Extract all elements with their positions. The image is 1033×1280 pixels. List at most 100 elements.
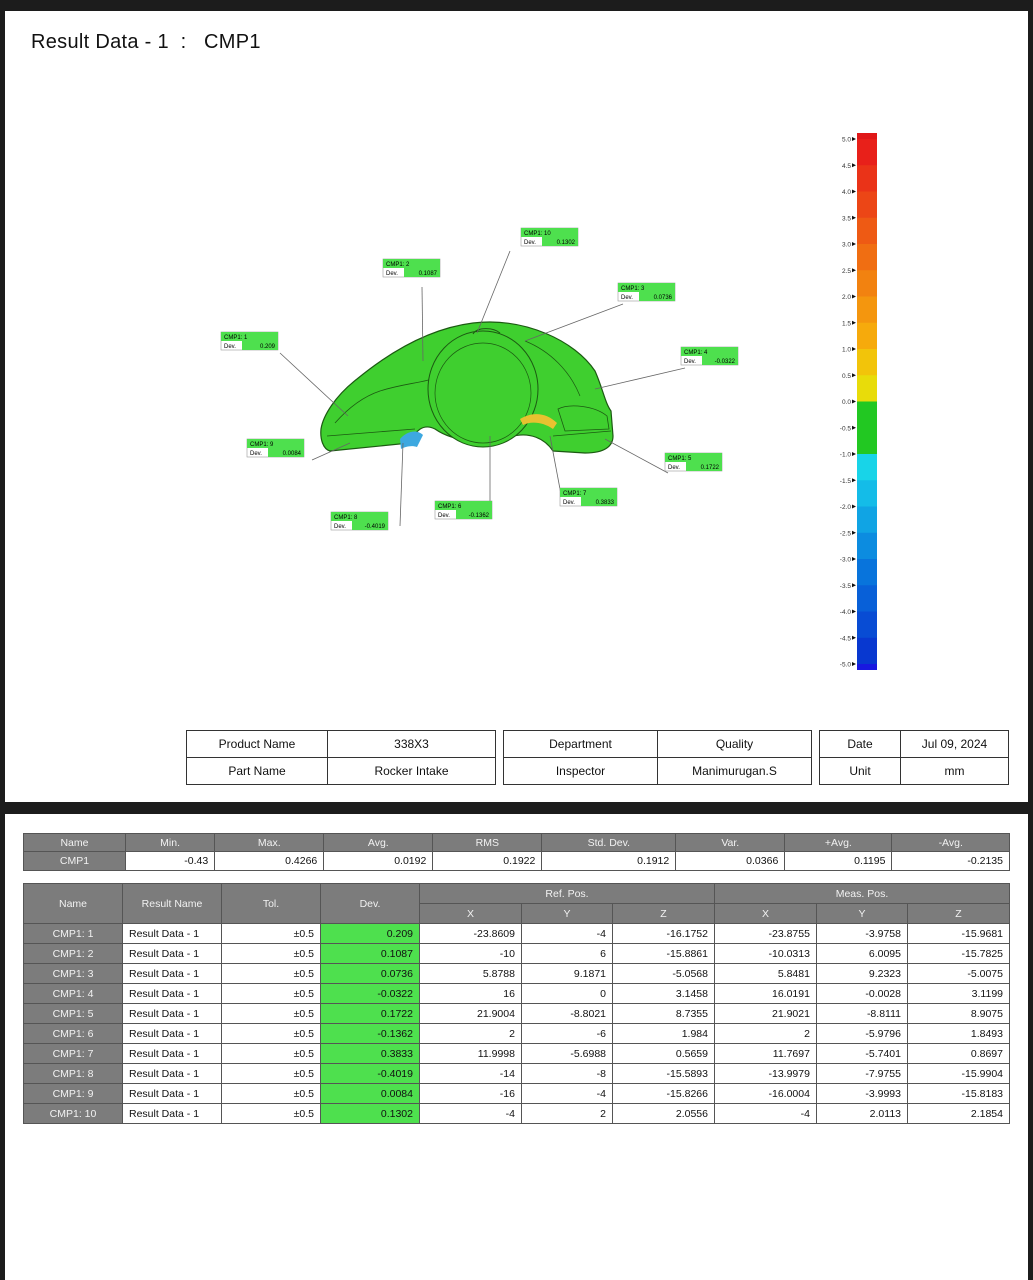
part-model[interactable] [320,321,614,454]
callout-9: CMP1: 6 Dev. -0.1362 [434,500,493,520]
scale-segment [857,244,877,271]
callout-label: CMP1: 4 [684,350,708,356]
callout-dev-value: -0.4019 [365,524,386,530]
table-row: CMP1: 8 Result Data - 1 ±0.5 -0.4019 -14 -8 -1… [23,1063,1010,1084]
callout-value-bg [686,462,722,471]
ref-x-cell: -23.8609 [419,923,522,944]
unit-row: Unit mm [819,757,1009,785]
scale-tick-arrow [852,373,856,378]
scale-segment [857,637,877,665]
date-value: Jul 09, 2024 [900,730,1009,758]
results-header-row-1: Name Result Name Tol. Dev. Ref. Pos. Mea… [23,883,1011,924]
scale-tick-arrow [852,268,856,273]
stats-value-cell: 0.1922 [432,851,543,871]
callout-value-bg [456,510,492,519]
callout-title-bg [618,283,675,292]
meas-y-cell: -7.9755 [815,1063,909,1084]
table-row: CMP1: 4 Result Data - 1 ±0.5 -0.0322 16 0 3.14… [23,983,1010,1004]
table-row: CMP1: 10 Result Data - 1 ±0.5 0.1302 -4 2 2.05… [23,1103,1010,1124]
page-title: Result Data - 1 : CMP1 [31,31,261,54]
meas-z-cell: 1.8493 [907,1023,1010,1044]
stats-header-cell: Std. Dev. [541,833,677,852]
col-name-header: Name [23,883,123,924]
meas-pos-header: Meas. Pos. [713,883,1011,904]
scale-segment [857,585,877,612]
ref-z-header: Z [612,903,715,924]
table-row: CMP1: 6 Result Data - 1 ±0.5 -0.1362 2 -6 1.98… [23,1023,1010,1044]
callout-5: CMP1: 4 Dev. -0.0322 [680,346,739,366]
name-cell: CMP1: 9 [23,1083,123,1104]
meas-z-cell: -15.9681 [907,923,1010,944]
callout-label: CMP1: 1 [224,335,248,341]
scale-segment [857,165,877,192]
dev-cell: 0.1722 [320,1003,420,1024]
table-row: CMP1: 7 Result Data - 1 ±0.5 0.3833 11.9998-… [23,1043,1010,1064]
stats-header-cell: Avg. [323,833,434,852]
scale-tick-label: -0.5 [840,425,852,432]
stats-header-cell: RMS [432,833,543,852]
dev-cell: 0.1087 [320,943,420,964]
ref-x-cell: 16 [419,983,522,1004]
result-name-cell: Result Data - 1 [122,983,222,1004]
stats-header-cell: Name [23,833,126,852]
part-name-label: Part Name [186,757,328,785]
meas-z-cell: -15.7825 [907,943,1010,964]
callout-label: CMP1: 10 [524,231,551,237]
tol-cell: ±0.5 [221,1063,321,1084]
callout-label: CMP1: 6 [438,504,462,510]
callout-dev-value: 0.209 [260,344,276,350]
stats-value-cell: -0.2135 [891,851,1010,871]
col-dev-header: Dev. [320,883,420,924]
meas-y-cell: -0.0028 [815,983,909,1004]
meas-x-header: X [713,903,817,924]
callout-value-bg [702,356,738,365]
callout-7: CMP1: 5 Dev. 0.1722 [664,452,723,472]
callout-dev-value: 0.0736 [654,295,673,301]
department-row: Department Quality [503,730,812,758]
ref-x-cell: 5.8788 [419,963,522,984]
callout-dev-label: Dev. [386,271,398,277]
statistics-value-row: CMP1 -0.43 0.4266 0.0192 0.1922 0.1912 0.0366 0… [23,851,1010,871]
scale-segment [857,480,877,507]
scale-tick-label: -4.5 [840,635,852,642]
meas-x-cell: -23.8755 [713,923,817,944]
scale-tick-label: -5.0 [840,662,852,669]
scale-under-cap [857,664,877,670]
ref-x-cell: -16 [419,1083,522,1104]
stats-name-cell: CMP1 [23,851,126,871]
callout-title-bg [665,453,722,462]
department-info-table: Department Quality Inspector Manimurugan… [503,730,812,785]
scale-tick-arrow [852,347,856,351]
scale-tick-label: 5.0 [842,137,851,144]
ref-y-cell: 2 [520,1103,614,1124]
result-name-cell: Result Data - 1 [122,1003,222,1024]
part-ridge [334,375,441,424]
scale-tick-arrow [852,189,856,194]
ref-z-cell: 8.7355 [612,1003,715,1024]
stats-header-cell: -Avg. [891,833,1010,852]
table-row: CMP1: 1 Result Data - 1 ±0.5 0.209 -23.8609-… [23,923,1010,944]
scale-tick-label: 1.5 [842,320,851,327]
3d-viewer[interactable]: 5.0 4.5 4.0 3.5 3.0 2.5 2.0 1.5 1.0 0.5 0.0 -0.5 -1.… [5,11,1028,731]
ref-x-cell: -4 [419,1103,522,1124]
callout-dev-label: Dev. [438,513,450,519]
dev-cell: 0.1302 [320,1103,420,1124]
unit-label: Unit [819,757,901,785]
callout-label: CMP1: 8 [334,515,358,521]
meas-y-cell: -5.7401 [815,1043,909,1064]
meas-z-cell: 8.9075 [907,1003,1010,1024]
callout-dev-label: Dev. [563,500,575,506]
scale-segment [857,139,877,166]
callout-10: CMP1: 8 Dev. -0.4019 [330,511,389,531]
scale-tick-label: 3.0 [842,242,851,249]
callout-dev-label: Dev. [250,451,262,457]
scale-tick-arrow [852,425,856,430]
result-name-cell: Result Data - 1 [122,1063,222,1084]
scale-tick-arrow [852,137,856,141]
callout-dev-label: Dev. [334,524,346,530]
table-row: CMP1: 9 Result Data - 1 ±0.5 0.0084 -16 -4 -15… [23,1083,1010,1104]
callout-value-bg [404,268,440,277]
callout-label: CMP1: 2 [386,262,410,268]
meas-z-header: Z [907,903,1010,924]
callout-dev-value: 0.1722 [701,465,720,471]
